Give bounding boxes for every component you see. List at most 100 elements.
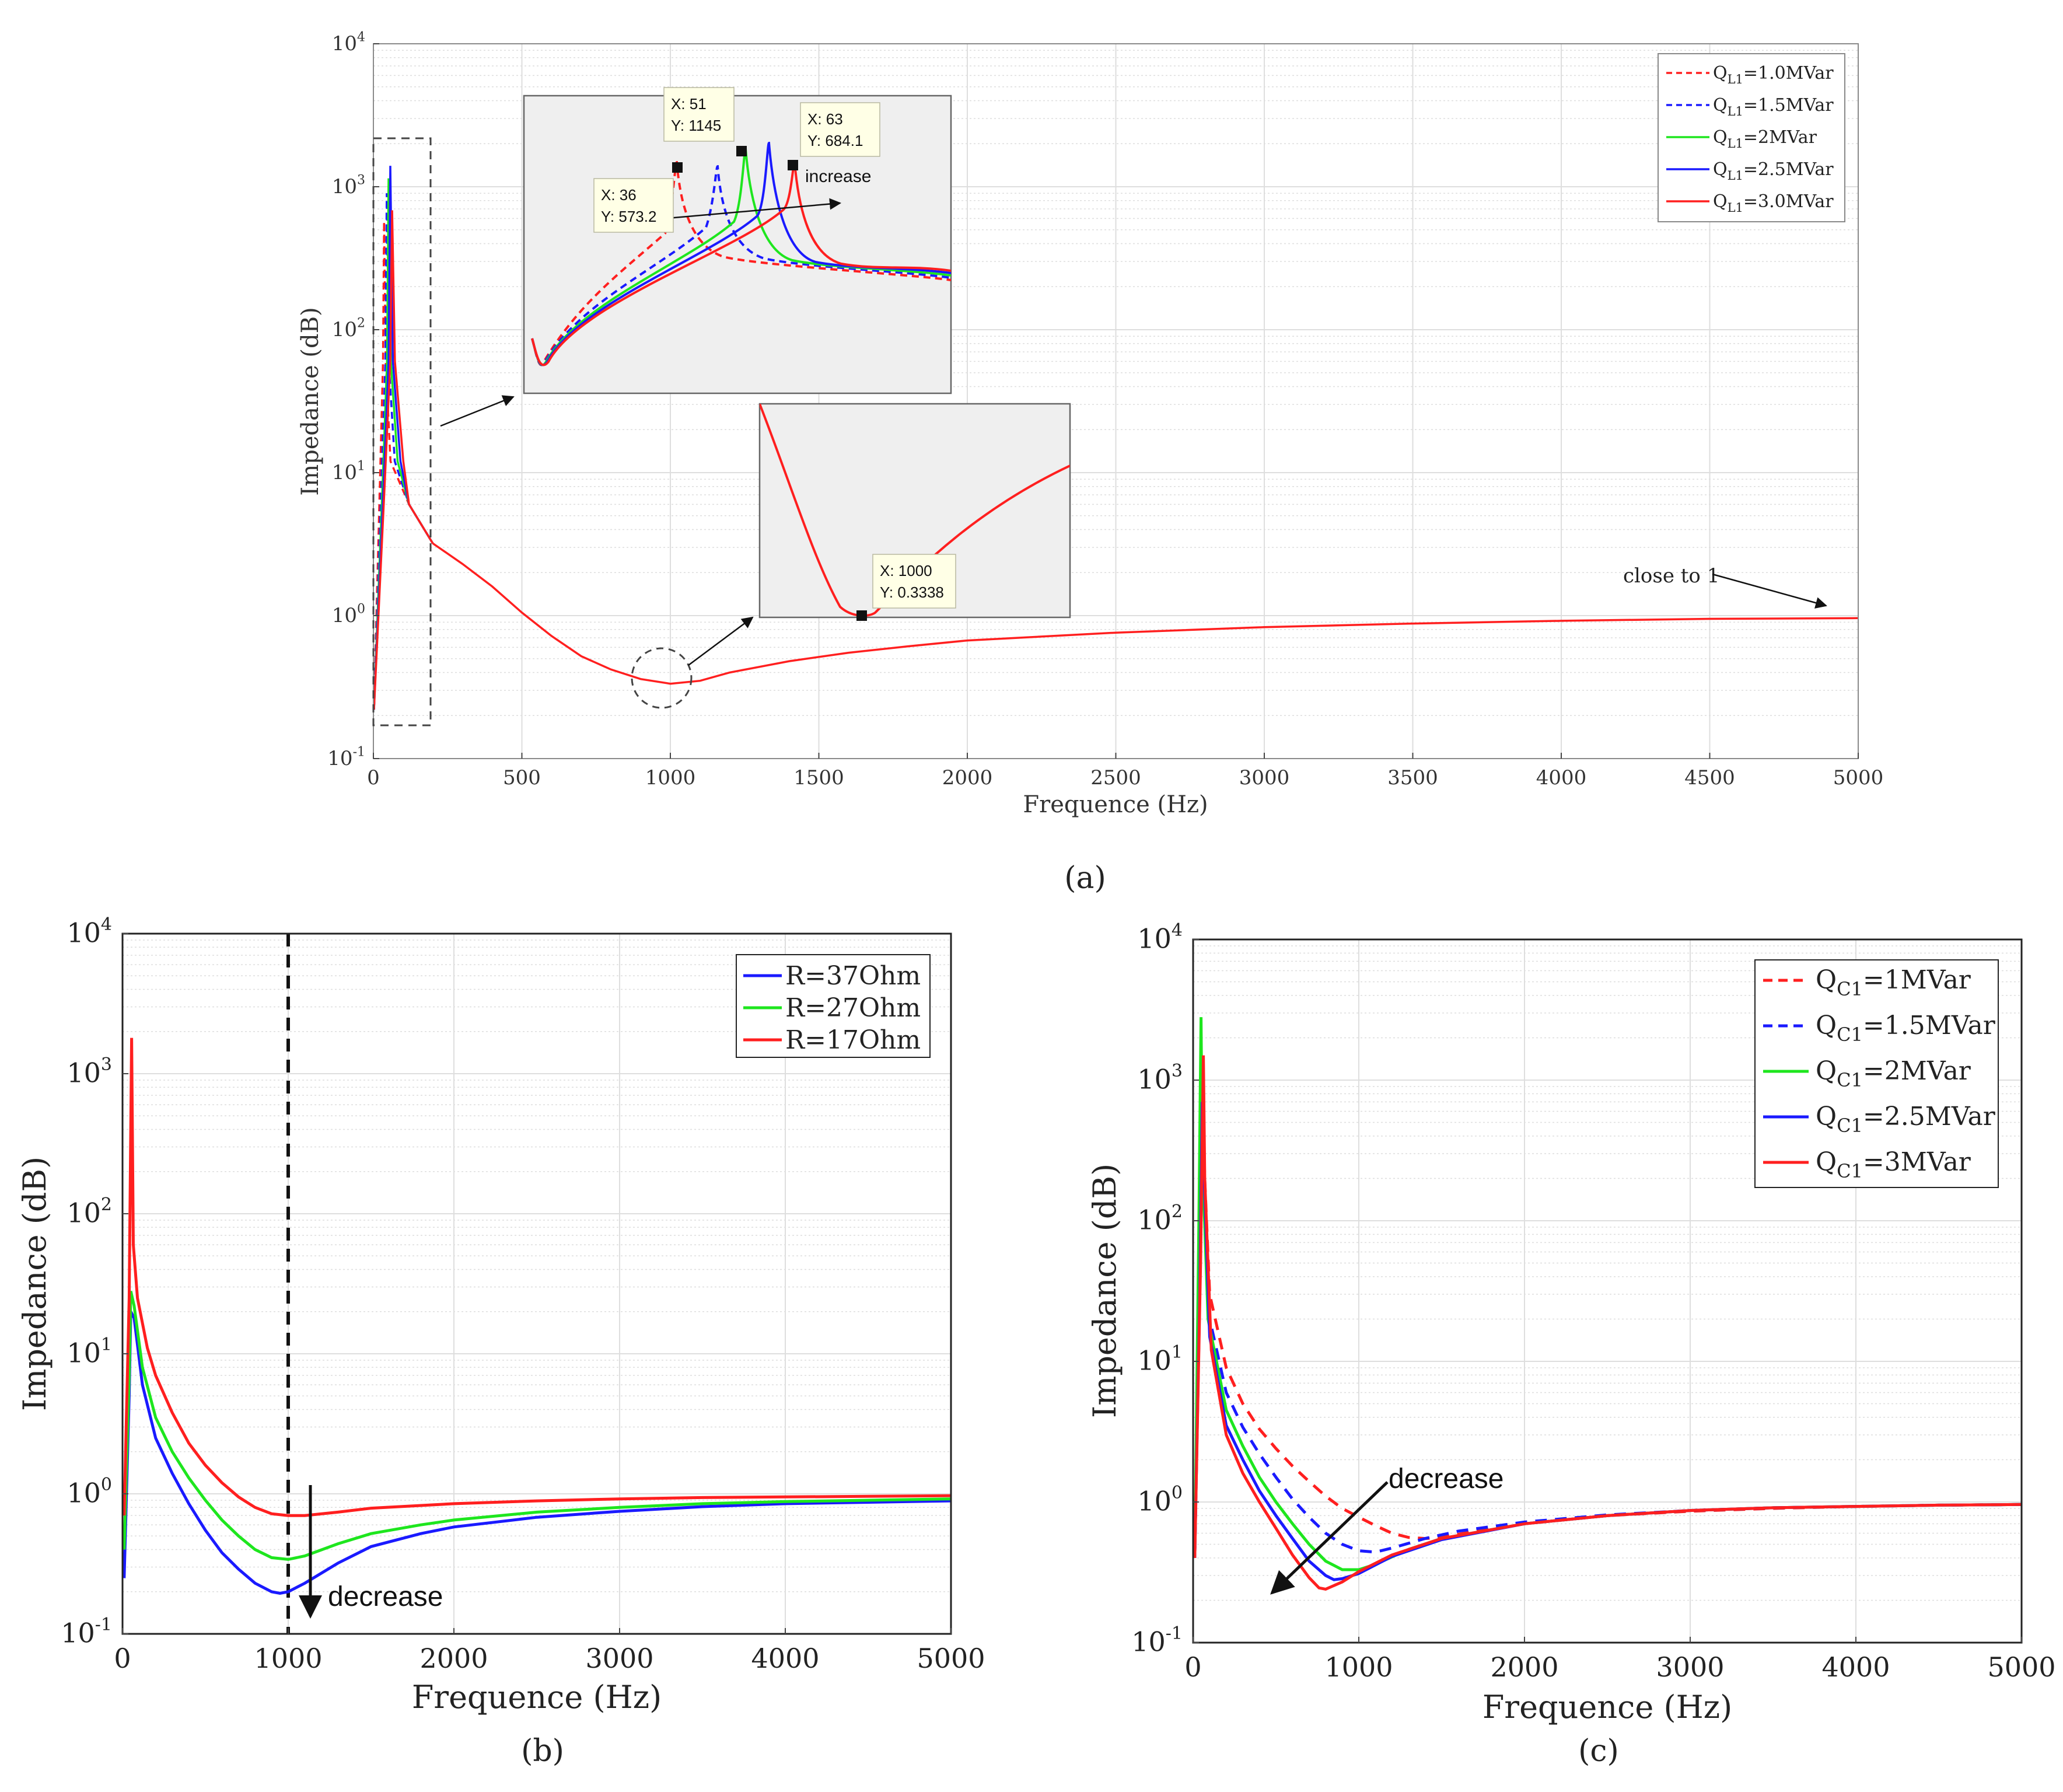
legend-c-entry: QC1=2MVar <box>1816 1056 1971 1091</box>
legend-c-entry: QC1=1MVar <box>1816 965 1971 1000</box>
y-tick-label: 10-1 <box>327 745 365 770</box>
x-tick-label: 3500 <box>1387 766 1438 790</box>
inset-1-curves <box>531 141 951 366</box>
x-tick-label: 5000 <box>917 1643 985 1674</box>
x-tick-label: 0 <box>1184 1651 1201 1683</box>
datatip-1-marker <box>736 146 747 156</box>
zoom-region-circle <box>631 647 693 709</box>
axes-frame-c <box>1192 938 2023 1644</box>
datatip-3-y: Y: 573.2 <box>601 208 656 225</box>
legend-a-entry: QL1=2.5MVar <box>1713 159 1834 183</box>
legend-c-entry: QC1=1.5MVar <box>1816 1011 1996 1046</box>
panel-c: 0 1000 2000 3000 4000 5000 10-110010110210310… <box>1086 920 2056 1725</box>
x-tick-label: 5000 <box>1833 766 1884 790</box>
x-axis-label-a: Frequence (Hz) <box>1023 791 1208 818</box>
series-a-4-line <box>373 210 434 710</box>
legend-c: QC1=1MVar QC1=1.5MVar QC1=2MVar QC1=2.5MVar… <box>1754 959 1999 1188</box>
datatip-1-box <box>663 87 735 142</box>
x-axis-label-b: Frequence (Hz) <box>412 1679 662 1716</box>
x-tick-label: 4000 <box>1821 1651 1890 1683</box>
y-tick-label: 100 <box>67 1475 112 1509</box>
x-tick-label: 2000 <box>942 766 993 790</box>
datatip-4-marker <box>856 610 867 621</box>
legend-b-entry: R=37Ohm <box>785 961 921 991</box>
y-ticks-a: 10-1 100 101 102 103 104 <box>327 30 379 770</box>
curves-a <box>373 166 1858 710</box>
caption-b: (b) <box>521 1734 564 1769</box>
y-tick-label: 102 <box>332 316 365 341</box>
y-tick-label: 10-1 <box>1131 1623 1183 1658</box>
series-a-common-line <box>432 542 1858 685</box>
datatip-3-box <box>593 178 674 233</box>
inset-1-series-4 <box>531 160 951 366</box>
datatip-2-x: X: 63 <box>807 110 843 128</box>
x-tick-label: 4000 <box>751 1643 819 1674</box>
decrease-label-b: decrease <box>328 1581 443 1612</box>
x-tick-label: 0 <box>114 1643 131 1674</box>
x-tick-label: 1000 <box>645 766 696 790</box>
x-tick-label: 4000 <box>1536 766 1587 790</box>
legend-b-entry: R=17Ohm <box>785 1025 921 1055</box>
caption-a: (a) <box>1064 861 1106 896</box>
x-tick-label: 2000 <box>419 1643 488 1674</box>
x-tick-label: 2000 <box>1490 1651 1558 1683</box>
y-tick-label: 104 <box>332 30 365 55</box>
legend-c-frame <box>1754 959 1999 1188</box>
y-tick-label: 101 <box>1137 1342 1183 1377</box>
x-tick-label: 1000 <box>1324 1651 1393 1683</box>
inset-minimum: X: 1000 Y: 0.3338 <box>758 403 1071 621</box>
zoom-arrow-1 <box>440 395 515 427</box>
legend-a: QL1=1.0MVar QL1=1.5MVar QL1=2MVar QL1=2.5MV… <box>1658 53 1845 222</box>
y-tick-label: 104 <box>67 914 112 949</box>
axes-frame-b <box>121 932 952 1635</box>
legend-b-entry: R=27Ohm <box>785 993 921 1023</box>
datatip-3-x: X: 36 <box>601 186 637 204</box>
datatip-4-box <box>872 554 956 609</box>
zoom-arrow-2 <box>688 616 754 666</box>
y-tick-label: 103 <box>1137 1061 1183 1095</box>
datatip-2-y: Y: 684.1 <box>807 132 863 149</box>
zoom-region-box <box>372 137 432 726</box>
caption-c: (c) <box>1578 1734 1619 1769</box>
inset-1-series-1 <box>531 165 951 366</box>
decrease-label-c: decrease <box>1389 1463 1503 1494</box>
series-c-4-line <box>1193 1055 2022 1591</box>
datatip-1-y: Y: 1145 <box>671 117 721 134</box>
series-b-0-line <box>123 1311 951 1595</box>
y-tick-label: 101 <box>332 459 365 484</box>
legend-a-entry: QL1=1.5MVar <box>1713 95 1834 118</box>
y-tick-label: 101 <box>67 1335 112 1369</box>
y-tick-label: 103 <box>67 1054 112 1089</box>
y-ticks-b: 10-1 100 101 102 103 104 <box>61 914 128 1649</box>
y-axis-label-a: Impedance (dB) <box>297 307 324 495</box>
close-to-1-label: close to 1 <box>1623 564 1719 588</box>
datatip-2-marker <box>788 160 798 170</box>
y-axis-label-c: Impedance (dB) <box>1086 1164 1123 1418</box>
y-tick-label: 104 <box>1137 920 1183 955</box>
legend-c-entry: QC1=3MVar <box>1816 1147 1971 1182</box>
close-to-1-arrow <box>1712 573 1827 609</box>
series-b-2-line <box>123 1038 951 1517</box>
x-tick-label: 3000 <box>1239 766 1290 790</box>
x-tick-label: 5000 <box>1987 1651 2055 1683</box>
legend-a-entry: QL1=3.0MVar <box>1713 191 1834 215</box>
series-b-1-line <box>123 1291 951 1561</box>
x-tick-label: 500 <box>503 766 541 790</box>
panel-b: 0 1000 2000 3000 4000 5000 10-110010110210310… <box>16 914 985 1716</box>
x-tick-label: 1000 <box>254 1643 322 1674</box>
legend-a-entry: QL1=1.0MVar <box>1713 63 1834 86</box>
y-axis-label-b: Impedance (dB) <box>16 1157 53 1411</box>
y-tick-label: 100 <box>1137 1483 1183 1517</box>
curves-c <box>1193 1017 2022 1591</box>
y-tick-label: 100 <box>332 602 365 627</box>
x-tick-label: 0 <box>367 766 380 790</box>
panel-a: 0 500 1000 1500 2000 2500 3000 3500 4000 4500 5000… <box>297 30 1883 818</box>
increase-label: increase <box>805 167 871 186</box>
datatip-4-x: X: 1000 <box>880 562 932 579</box>
x-ticks-a: 0 500 1000 1500 2000 2500 3000 3500 4000 4500 5000 <box>367 753 1883 790</box>
inset-resonance: increase X: 51 Y: 1145 X: 63 Y: 684.1 X:… <box>523 87 952 394</box>
x-tick-label: 3000 <box>1656 1651 1724 1683</box>
decrease-arrow-c <box>1270 1481 1389 1595</box>
